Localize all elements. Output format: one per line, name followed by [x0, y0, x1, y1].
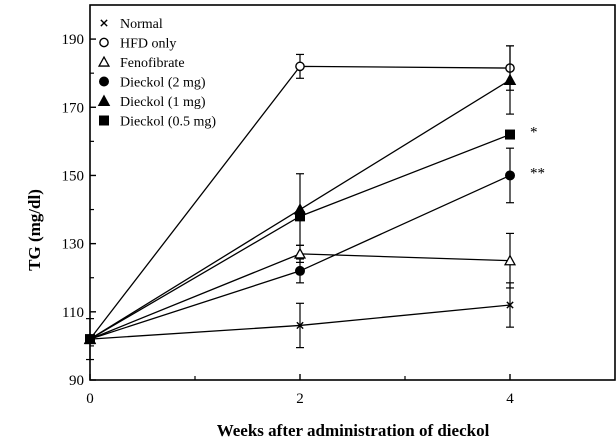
data-point	[295, 211, 305, 222]
legend-marker	[100, 19, 108, 27]
y-axis-title: TG (mg/dl)	[25, 189, 44, 271]
x-axis-title: Weeks after administration of dieckol	[217, 421, 490, 440]
legend-label: Dieckol (2 mg)	[120, 76, 206, 91]
legend-item: Dieckol (0.5 mg)	[99, 115, 216, 130]
y-tick-label: 170	[62, 100, 85, 116]
y-tick-label: 190	[62, 32, 85, 48]
legend-marker	[99, 115, 109, 126]
plot-frame	[89, 4, 616, 381]
series-dieckol-0-5-mg	[85, 129, 515, 345]
legend-item: HFD only	[99, 37, 176, 52]
legend-item: Fenofibrate	[97, 55, 185, 71]
data-point	[505, 170, 515, 181]
x-tick-label: 4	[506, 391, 514, 407]
data-point	[505, 129, 515, 140]
data-point	[293, 247, 307, 259]
legend-marker	[99, 37, 109, 48]
legend-label: Fenofibrate	[120, 56, 185, 71]
x-tick-label: 0	[86, 391, 94, 407]
legend-item: Dieckol (1 mg)	[97, 94, 206, 110]
significance-mark: **	[530, 165, 545, 181]
legend-item: Dieckol (2 mg)	[99, 76, 206, 91]
legend-marker	[99, 76, 109, 87]
series-dieckol-1-mg	[83, 45, 517, 345]
legend-label: Dieckol (1 mg)	[120, 95, 206, 110]
x-tick-label: 2	[296, 391, 304, 407]
legend-marker	[97, 55, 111, 67]
legend-marker	[97, 94, 111, 106]
legend-label: Dieckol (0.5 mg)	[120, 115, 216, 130]
y-tick-label: 110	[62, 305, 84, 321]
series-normal	[86, 282, 514, 361]
data-point	[503, 254, 517, 266]
data-point	[295, 265, 305, 276]
data-point	[85, 334, 95, 345]
series-dieckol-2-mg	[85, 147, 515, 345]
data-point	[503, 73, 517, 85]
data-point	[296, 321, 304, 330]
legend-label: HFD only	[120, 37, 176, 52]
data-point	[295, 61, 305, 72]
y-tick-label: 130	[62, 237, 85, 253]
significance-mark: *	[530, 125, 538, 141]
y-tick-label: 90	[69, 373, 84, 389]
y-tick-label: 150	[62, 168, 85, 184]
legend-label: Normal	[120, 17, 163, 32]
data-point	[506, 301, 514, 309]
legend-item: Normal	[100, 17, 163, 32]
